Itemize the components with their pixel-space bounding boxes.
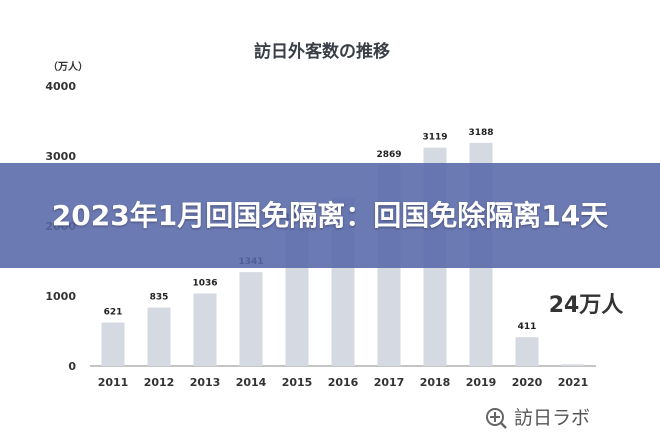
value-label-2020: 411: [518, 322, 537, 332]
x-tick-label-2019: 2019: [466, 376, 497, 389]
value-label-2017: 2869: [376, 150, 401, 160]
y-tick-label: 1000: [45, 290, 76, 303]
value-label-2018: 3119: [422, 133, 447, 143]
chart-title: 訪日外客数の推移: [254, 41, 390, 62]
x-tick-label-2016: 2016: [328, 376, 359, 389]
x-tick-label-2013: 2013: [190, 376, 221, 389]
bar-2021: [561, 364, 585, 366]
bar-2011: [101, 322, 125, 366]
y-axis-unit-label: （万人）: [48, 60, 88, 73]
bar-2013: [193, 293, 217, 366]
callout-annotation: 24万人: [549, 293, 624, 318]
logo-text: 訪日ラボ: [514, 407, 590, 429]
value-label-2012: 835: [150, 293, 169, 303]
x-tick-label-2018: 2018: [420, 376, 451, 389]
x-tick-label-2011: 2011: [98, 376, 129, 389]
x-tick-label-2015: 2015: [282, 376, 313, 389]
magnifier-icon: [486, 408, 507, 429]
value-label-2013: 1036: [192, 278, 217, 288]
value-label-2011: 621: [104, 308, 123, 318]
bar-2014: [239, 272, 263, 366]
y-tick-label: 3000: [45, 150, 76, 163]
y-tick-label: 0: [68, 360, 76, 373]
value-label-2019: 3188: [468, 128, 493, 138]
headline-banner: 2023年1月回国免隔离：回国免除隔离14天: [0, 163, 660, 268]
x-tick-label-2012: 2012: [144, 376, 175, 389]
x-tick-label-2014: 2014: [236, 376, 267, 389]
bar-2020: [515, 337, 539, 366]
bar-2012: [147, 307, 171, 366]
x-tick-label-2021: 2021: [558, 376, 589, 389]
logo: 訪日ラボ: [486, 407, 590, 429]
y-tick-label: 4000: [45, 80, 76, 93]
x-axis-ticks: 2011 2012 2013 2014 2015 2016 2017 2018 2019 2020…: [98, 376, 589, 389]
headline-text: 2023年1月回国免隔离：回国免除隔离14天: [51, 199, 609, 232]
x-tick-label-2020: 2020: [512, 376, 543, 389]
x-tick-label-2017: 2017: [374, 376, 405, 389]
